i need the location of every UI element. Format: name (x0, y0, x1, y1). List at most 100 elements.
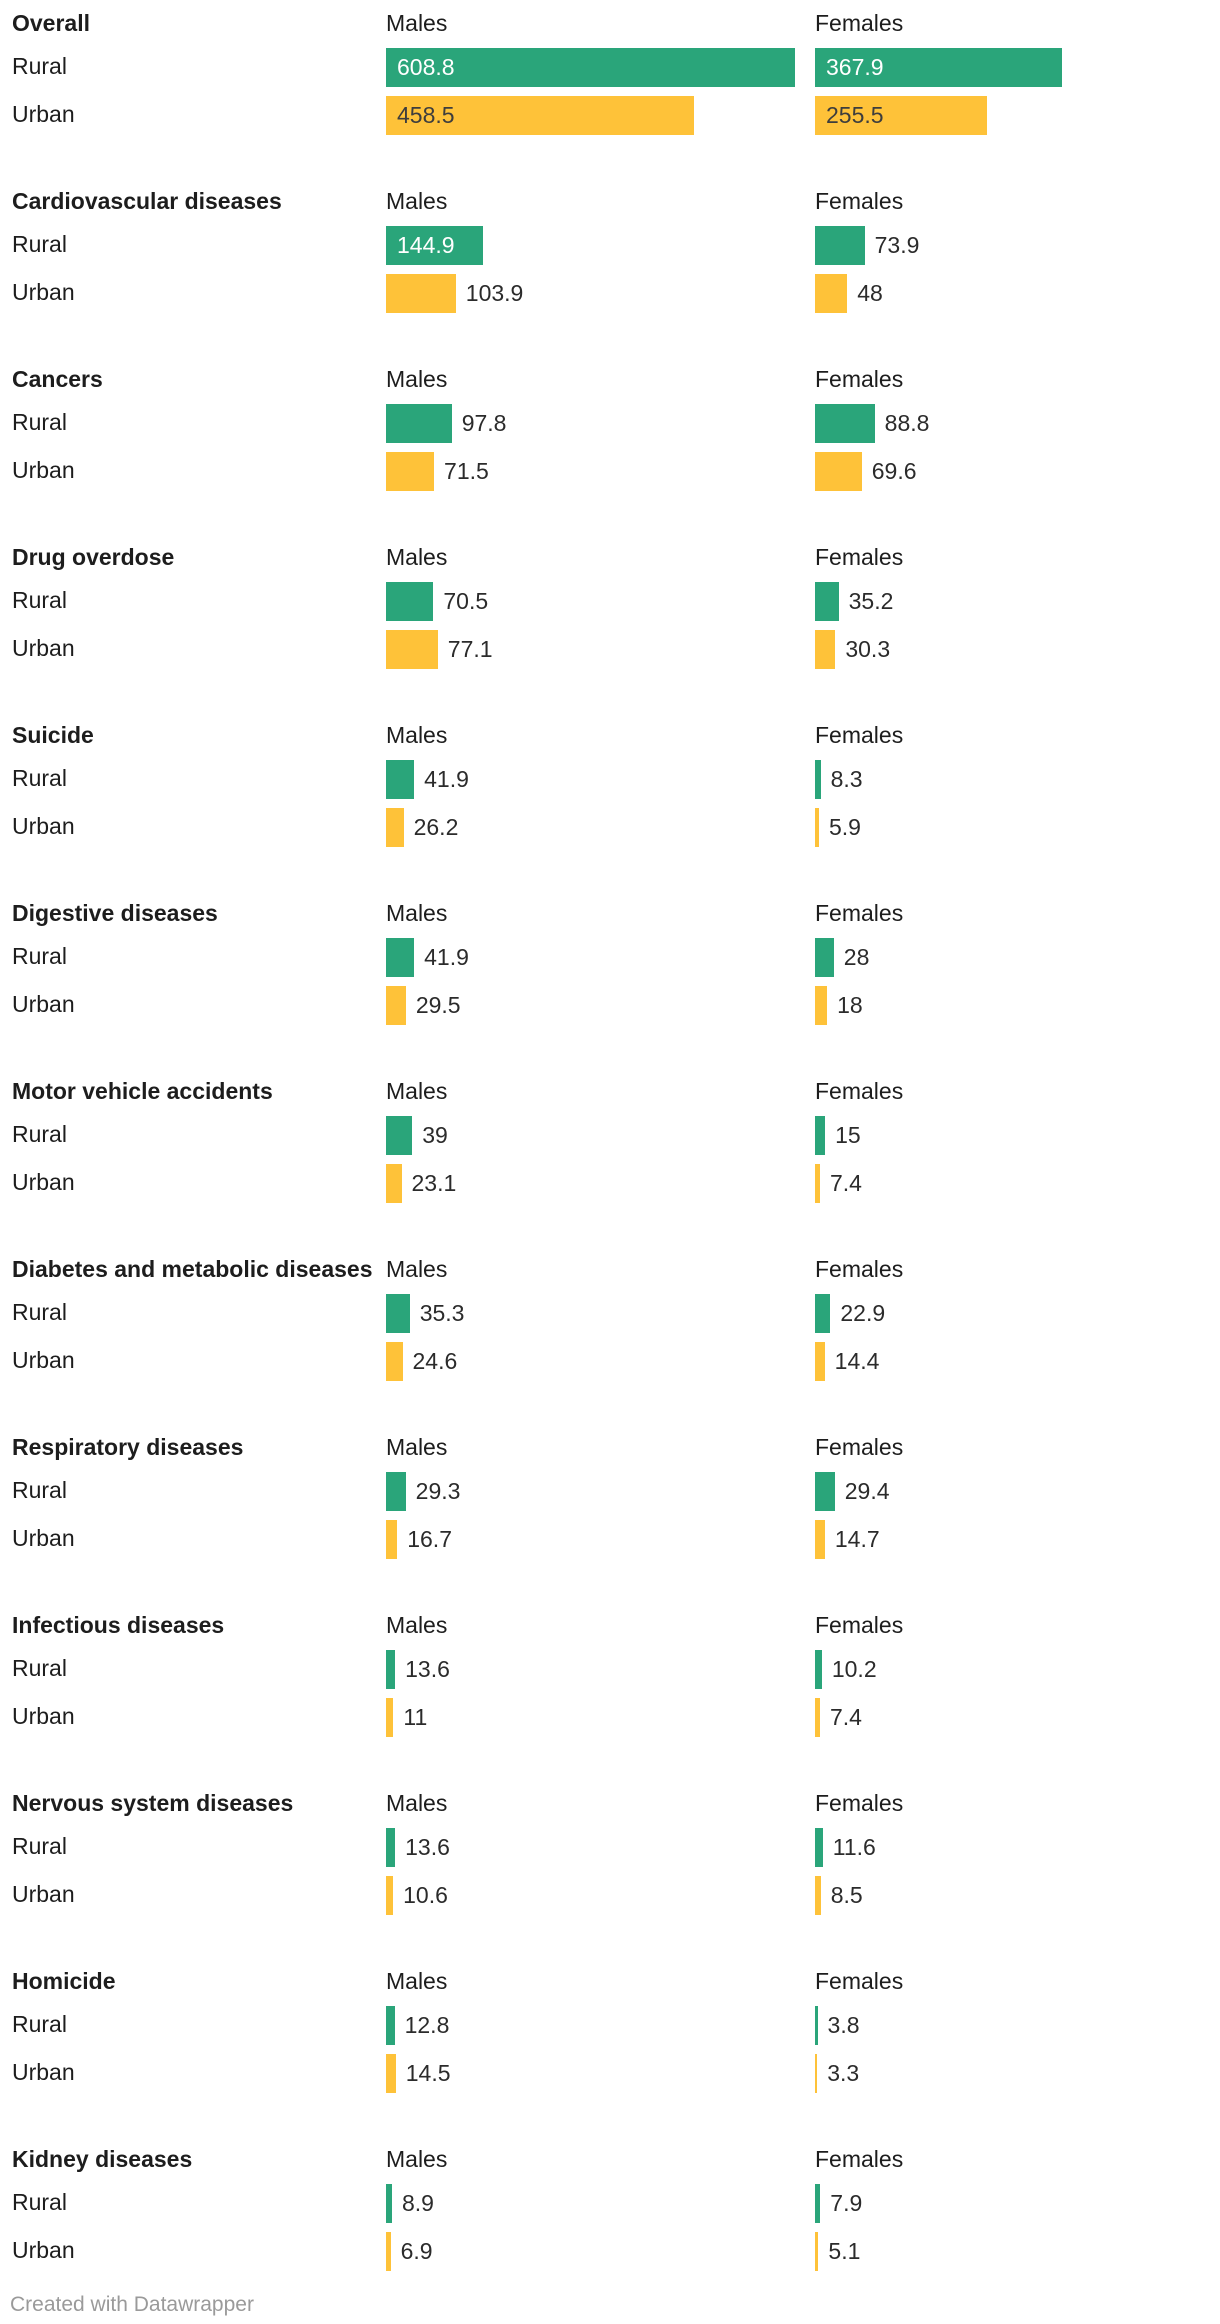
bar-males-urban (386, 1876, 394, 1915)
bar-males-urban (386, 1342, 403, 1381)
value-label-males-urban: 11 (403, 1704, 428, 1730)
bar-females-rural (815, 1294, 831, 1333)
row-label-urban: Urban (12, 2059, 75, 2085)
value-label-males-rural: 35.3 (419, 1300, 465, 1326)
bar-males-rural (386, 226, 484, 265)
value-label-females-rural: 8.3 (830, 766, 863, 792)
row-label-urban: Urban (12, 1703, 75, 1729)
value-label-females-rural: 88.8 (884, 410, 930, 436)
bar-females-urban (815, 96, 987, 135)
row-label-urban: Urban (12, 2237, 75, 2263)
category-group: Cardiovascular diseases Males Females Rural… (0, 188, 1220, 338)
value-label-males-rural: 39 (422, 1122, 448, 1148)
bar-males-rural (386, 1472, 406, 1511)
value-label-females-urban: 7.4 (829, 1704, 862, 1730)
value-label-females-urban: 5.1 (828, 2238, 861, 2264)
value-label-females-urban: 48 (857, 280, 883, 306)
row-label-rural: Rural (12, 409, 67, 435)
value-label-males-urban: 77.1 (447, 636, 493, 662)
category-group: Suicide Males Females Rural 41.9 8.3 Urban 26.2… (0, 722, 1220, 872)
value-label-females-rural: 11.6 (832, 1834, 876, 1860)
row-label-rural: Rural (12, 765, 67, 791)
bar-males-rural (386, 2006, 395, 2045)
category-title: Cancers (12, 366, 103, 392)
value-label-males-rural: 12.8 (404, 2012, 450, 2038)
value-label-males-rural: 144.9 (397, 232, 455, 258)
row-label-urban: Urban (12, 457, 75, 483)
category-group: Drug overdose Males Females Rural 70.5 35.2 Ur… (0, 544, 1220, 694)
column-header-males: Males (386, 1612, 448, 1638)
bar-females-rural (815, 760, 821, 799)
bar-females-rural (815, 1828, 823, 1867)
column-header-females: Females (815, 1790, 904, 1816)
value-label-males-urban: 103.9 (465, 280, 524, 306)
row-label-urban: Urban (12, 1169, 75, 1195)
value-label-females-urban: 3.3 (827, 2060, 860, 2086)
bar-males-rural (386, 1650, 396, 1689)
value-label-females-urban: 69.6 (871, 458, 917, 484)
value-label-males-urban: 16.7 (407, 1526, 452, 1552)
bar-females-rural (815, 404, 875, 443)
bar-males-urban (386, 2232, 391, 2271)
column-header-males: Males (386, 10, 448, 36)
bar-males-urban (386, 986, 406, 1025)
column-header-males: Males (386, 1078, 448, 1104)
bar-females-rural (815, 226, 865, 265)
value-label-males-urban: 29.5 (415, 992, 461, 1018)
column-header-males: Males (386, 1256, 448, 1282)
column-header-males: Males (386, 1434, 448, 1460)
category-title: Diabetes and metabolic diseases (12, 1256, 373, 1282)
row-label-urban: Urban (12, 101, 75, 127)
category-title: Infectious diseases (12, 1612, 225, 1638)
value-label-males-rural: 608.8 (397, 54, 455, 80)
value-label-females-rural: 10.2 (831, 1656, 877, 1682)
value-label-males-urban: 6.9 (400, 2238, 433, 2264)
value-label-males-rural: 41.9 (424, 766, 469, 792)
value-label-males-rural: 70.5 (443, 588, 489, 614)
bar-males-urban (386, 1698, 394, 1737)
category-group: Cancers Males Females Rural 97.8 88.8 Urban 71.… (0, 366, 1220, 516)
category-group: Overall Males Females Rural 608.8 367.9 Urban 4… (0, 10, 1220, 160)
bar-males-rural (386, 48, 795, 87)
value-label-females-urban: 255.5 (826, 102, 884, 128)
value-label-females-rural: 29.4 (844, 1478, 890, 1504)
bar-females-urban (815, 1876, 821, 1915)
row-label-rural: Rural (12, 587, 67, 613)
column-header-females: Females (815, 10, 904, 36)
bar-males-urban (386, 2054, 396, 2093)
bar-males-urban (386, 274, 456, 313)
category-group: Kidney diseases Males Females Rural 8.9 7.9 Ur… (0, 2146, 1220, 2296)
category-group: Motor vehicle accidents Males Females Rural… (0, 1078, 1220, 1228)
value-label-males-urban: 458.5 (397, 102, 455, 128)
column-header-males: Males (386, 900, 448, 926)
value-label-females-urban: 14.7 (834, 1526, 880, 1552)
category-title: Homicide (12, 1968, 116, 1994)
bar-males-rural (386, 1116, 413, 1155)
bar-males-rural (386, 1294, 410, 1333)
bar-females-urban (815, 1698, 820, 1737)
category-group: Nervous system diseases Males Females Rural… (0, 1790, 1220, 1940)
column-header-females: Females (815, 1256, 904, 1282)
column-header-females: Females (815, 1612, 904, 1638)
value-label-females-urban: 7.4 (829, 1170, 862, 1196)
row-label-rural: Rural (12, 2011, 67, 2037)
bar-females-rural (815, 1472, 835, 1511)
value-label-females-rural: 15 (835, 1122, 861, 1148)
column-header-females: Females (815, 1434, 904, 1460)
column-header-males: Males (386, 544, 448, 570)
column-header-males: Males (386, 722, 448, 748)
bar-males-urban (386, 1520, 398, 1559)
column-header-females: Females (815, 1078, 904, 1104)
bar-females-rural (815, 938, 834, 977)
value-label-females-urban: 30.3 (845, 636, 891, 662)
bar-males-rural (386, 760, 415, 799)
bar-females-urban (815, 986, 828, 1025)
category-title: Suicide (12, 722, 94, 748)
category-title: Nervous system diseases (12, 1790, 294, 1816)
value-label-females-urban: 14.4 (834, 1348, 880, 1374)
bar-females-rural (815, 1116, 826, 1155)
value-label-males-rural: 41.9 (424, 944, 469, 970)
value-label-females-rural: 7.9 (830, 2190, 863, 2216)
row-label-urban: Urban (12, 1525, 75, 1551)
